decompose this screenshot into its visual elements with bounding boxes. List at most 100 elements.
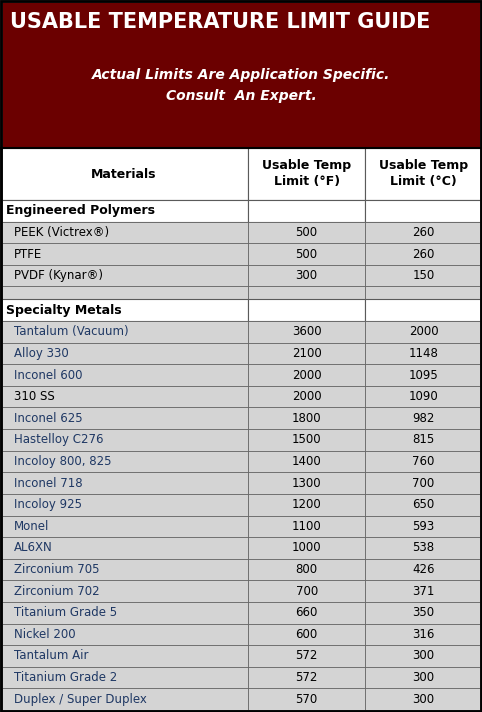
Text: Titanium Grade 2: Titanium Grade 2 bbox=[14, 671, 117, 684]
Bar bbox=[365, 221, 482, 244]
Text: 700: 700 bbox=[413, 476, 435, 490]
Bar bbox=[365, 645, 482, 666]
Bar bbox=[0, 221, 248, 244]
Bar bbox=[248, 580, 365, 602]
Bar bbox=[0, 407, 248, 429]
Bar bbox=[0, 321, 248, 342]
Bar bbox=[248, 666, 365, 689]
Text: PEEK (Victrex®): PEEK (Victrex®) bbox=[14, 226, 109, 239]
Text: 500: 500 bbox=[295, 248, 318, 261]
Bar bbox=[0, 148, 248, 200]
Bar bbox=[365, 265, 482, 286]
Text: 650: 650 bbox=[413, 498, 435, 511]
Text: 350: 350 bbox=[413, 606, 435, 619]
Text: PVDF (Kynar®): PVDF (Kynar®) bbox=[14, 269, 103, 282]
Text: 1800: 1800 bbox=[292, 412, 321, 425]
Bar bbox=[0, 559, 248, 580]
Bar bbox=[248, 321, 365, 342]
Text: Inconel 600: Inconel 600 bbox=[14, 369, 82, 382]
Text: 300: 300 bbox=[413, 649, 435, 662]
Text: AL6XN: AL6XN bbox=[14, 541, 53, 555]
Text: Monel: Monel bbox=[14, 520, 49, 533]
Bar bbox=[365, 342, 482, 365]
Text: 700: 700 bbox=[295, 585, 318, 597]
Text: 3600: 3600 bbox=[292, 325, 321, 338]
Text: Inconel 625: Inconel 625 bbox=[14, 412, 82, 425]
Bar bbox=[248, 200, 365, 221]
Bar bbox=[365, 537, 482, 559]
Text: Materials: Materials bbox=[92, 167, 157, 181]
Bar bbox=[0, 537, 248, 559]
Bar bbox=[0, 342, 248, 365]
Bar bbox=[0, 300, 248, 321]
Text: 593: 593 bbox=[413, 520, 435, 533]
Bar bbox=[0, 265, 248, 286]
Bar bbox=[365, 300, 482, 321]
Text: Duplex / Super Duplex: Duplex / Super Duplex bbox=[14, 693, 147, 706]
Text: Nickel 200: Nickel 200 bbox=[14, 628, 76, 641]
Bar bbox=[365, 494, 482, 515]
Bar bbox=[0, 0, 482, 148]
Bar bbox=[365, 244, 482, 265]
Text: 572: 572 bbox=[295, 671, 318, 684]
Text: Zirconium 705: Zirconium 705 bbox=[14, 563, 99, 576]
Bar bbox=[365, 200, 482, 221]
Text: 2000: 2000 bbox=[292, 390, 321, 403]
Bar bbox=[248, 342, 365, 365]
Text: 300: 300 bbox=[413, 693, 435, 706]
Bar bbox=[248, 365, 365, 386]
Text: 760: 760 bbox=[413, 455, 435, 468]
Text: 1000: 1000 bbox=[292, 541, 321, 555]
Bar bbox=[365, 386, 482, 407]
Bar bbox=[248, 265, 365, 286]
Bar bbox=[248, 624, 365, 645]
Text: 310 SS: 310 SS bbox=[14, 390, 55, 403]
Bar bbox=[0, 666, 248, 689]
Text: Alloy 330: Alloy 330 bbox=[14, 347, 69, 360]
Bar bbox=[0, 580, 248, 602]
Bar bbox=[248, 244, 365, 265]
Bar bbox=[365, 602, 482, 624]
Bar bbox=[365, 580, 482, 602]
Bar bbox=[0, 602, 248, 624]
Text: Titanium Grade 5: Titanium Grade 5 bbox=[14, 606, 117, 619]
Text: 500: 500 bbox=[295, 226, 318, 239]
Text: 572: 572 bbox=[295, 649, 318, 662]
Text: 1090: 1090 bbox=[409, 390, 439, 403]
Text: 600: 600 bbox=[295, 628, 318, 641]
Bar bbox=[0, 689, 248, 710]
Bar bbox=[0, 494, 248, 515]
Bar bbox=[365, 689, 482, 710]
Text: Usable Temp
Limit (°C): Usable Temp Limit (°C) bbox=[379, 159, 468, 189]
Text: Actual Limits Are Application Specific.
Consult  An Expert.: Actual Limits Are Application Specific. … bbox=[92, 68, 390, 103]
Bar bbox=[365, 515, 482, 537]
Text: 260: 260 bbox=[413, 226, 435, 239]
Bar bbox=[248, 515, 365, 537]
Text: 2000: 2000 bbox=[409, 325, 438, 338]
Text: Zirconium 702: Zirconium 702 bbox=[14, 585, 100, 597]
Text: 1500: 1500 bbox=[292, 434, 321, 446]
Text: 800: 800 bbox=[295, 563, 318, 576]
Text: 2100: 2100 bbox=[292, 347, 321, 360]
Bar bbox=[0, 386, 248, 407]
Text: Specialty Metals: Specialty Metals bbox=[6, 304, 121, 317]
Text: PTFE: PTFE bbox=[14, 248, 42, 261]
Bar bbox=[248, 451, 365, 472]
Text: 660: 660 bbox=[295, 606, 318, 619]
Bar bbox=[365, 624, 482, 645]
Bar bbox=[248, 494, 365, 515]
Bar bbox=[0, 472, 248, 494]
Bar bbox=[248, 221, 365, 244]
Text: Usable Temp
Limit (°F): Usable Temp Limit (°F) bbox=[262, 159, 351, 189]
Text: Inconel 718: Inconel 718 bbox=[14, 476, 82, 490]
Text: 300: 300 bbox=[295, 269, 318, 282]
Text: 982: 982 bbox=[413, 412, 435, 425]
Bar bbox=[0, 645, 248, 666]
Bar bbox=[365, 365, 482, 386]
Bar bbox=[0, 515, 248, 537]
Bar bbox=[365, 321, 482, 342]
Bar bbox=[248, 537, 365, 559]
Bar bbox=[248, 472, 365, 494]
Text: 1400: 1400 bbox=[292, 455, 321, 468]
Bar bbox=[365, 407, 482, 429]
